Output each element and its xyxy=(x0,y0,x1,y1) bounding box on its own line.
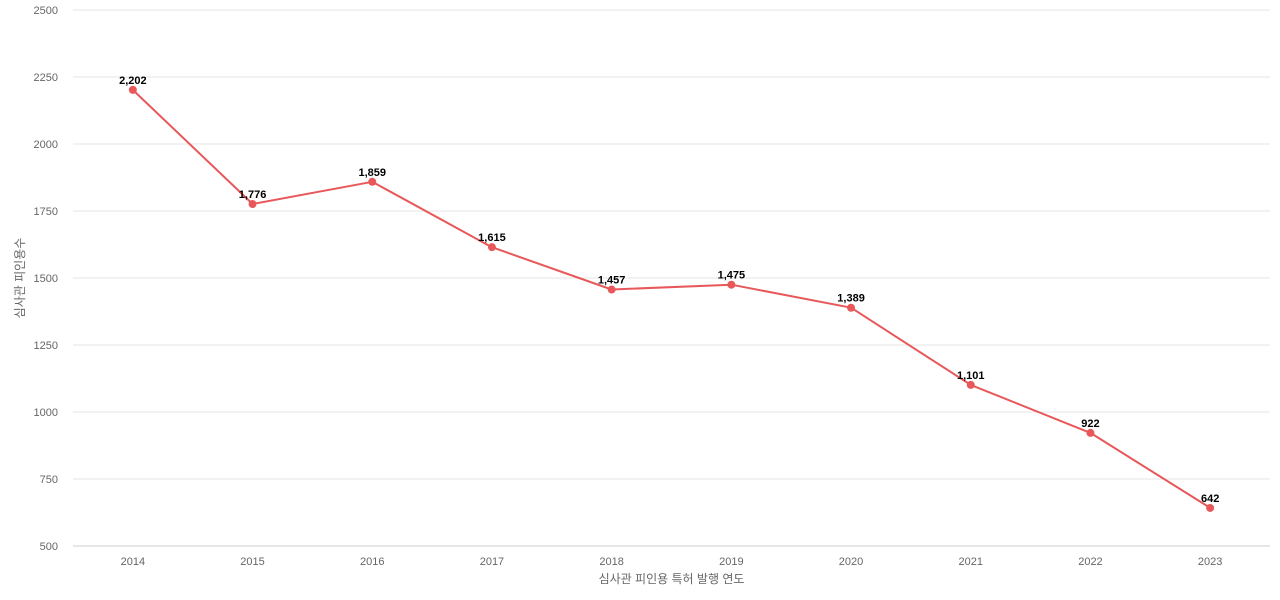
x-tick-label: 2014 xyxy=(121,556,145,568)
data-label: 1,457 xyxy=(598,275,626,287)
data-label: 1,859 xyxy=(358,167,386,179)
x-tick-label: 2020 xyxy=(839,556,863,568)
data-label: 1,615 xyxy=(478,232,506,244)
data-point[interactable] xyxy=(487,243,496,252)
data-point[interactable] xyxy=(248,200,257,209)
y-tick-label: 2250 xyxy=(34,72,58,84)
y-tick-label: 1250 xyxy=(34,340,58,352)
series-line xyxy=(132,89,1211,509)
x-tick-label: 2022 xyxy=(1078,556,1102,568)
x-tick-label: 2021 xyxy=(959,556,983,568)
y-tick-label: 2000 xyxy=(34,139,58,151)
y-tick-label: 1000 xyxy=(34,407,58,419)
y-tick-label: 500 xyxy=(40,541,58,553)
data-label: 2,202 xyxy=(119,75,147,87)
data-label: 642 xyxy=(1201,493,1219,505)
y-tick-label: 1500 xyxy=(34,273,58,285)
data-point[interactable] xyxy=(128,85,137,94)
data-label: 1,475 xyxy=(718,270,746,282)
data-label: 922 xyxy=(1081,418,1099,430)
data-label: 1,776 xyxy=(239,189,267,201)
y-tick-label: 2500 xyxy=(34,5,58,17)
x-tick-label: 2016 xyxy=(360,556,384,568)
data-point[interactable] xyxy=(727,280,736,289)
series-layer xyxy=(128,85,1215,512)
x-tick-label: 2023 xyxy=(1198,556,1222,568)
data-point[interactable] xyxy=(1086,428,1095,437)
gridlines xyxy=(73,9,1270,547)
data-point[interactable] xyxy=(607,285,616,294)
x-tick-label: 2019 xyxy=(719,556,743,568)
y-axis-title: 심사관 피인용수 xyxy=(13,238,27,319)
y-axis-ticks: 500 750 1000 1250 1500 1750 2000 2250 2500 xyxy=(34,5,58,553)
data-point[interactable] xyxy=(966,380,975,389)
data-label: 1,389 xyxy=(837,293,865,305)
y-tick-label: 1750 xyxy=(34,206,58,218)
data-label: 1,101 xyxy=(957,370,985,382)
x-tick-label: 2017 xyxy=(480,556,504,568)
data-point[interactable] xyxy=(847,303,856,312)
data-point[interactable] xyxy=(368,177,377,186)
data-labels: 2,202 1,776 1,859 1,615 1,457 1,475 1,389 1,101… xyxy=(119,75,1219,505)
data-point[interactable] xyxy=(1206,503,1215,512)
x-tick-label: 2015 xyxy=(240,556,264,568)
y-tick-label: 750 xyxy=(40,474,58,486)
x-axis-ticks: 2014 2015 2016 2017 2018 2019 2020 2021 2022 2023 xyxy=(121,556,1223,568)
x-axis-title: 심사관 피인용 특허 발행 연도 xyxy=(599,571,745,586)
x-tick-label: 2018 xyxy=(599,556,623,568)
